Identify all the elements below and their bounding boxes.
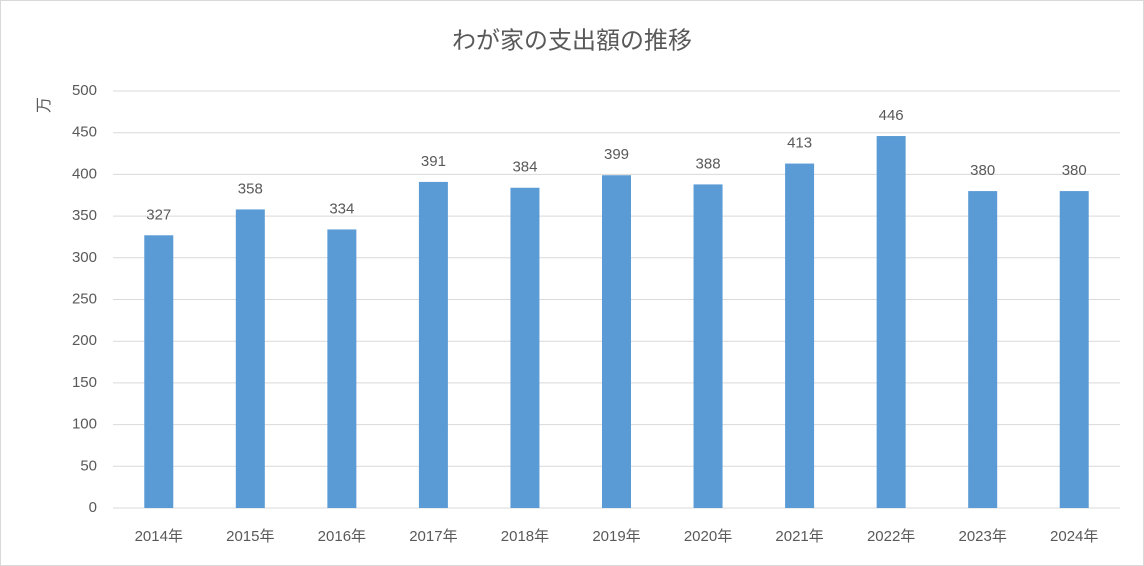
x-tick-label: 2023年 xyxy=(958,528,1006,545)
data-label: 391 xyxy=(421,153,446,170)
x-tick-label: 2016年 xyxy=(318,528,366,545)
y-tick-label: 150 xyxy=(72,374,97,391)
y-axis-label: 万 xyxy=(36,97,53,113)
x-tick-label: 2018年 xyxy=(501,528,549,545)
y-tick-label: 500 xyxy=(72,82,97,99)
bar xyxy=(144,235,174,509)
y-tick-label: 300 xyxy=(72,249,97,266)
data-label: 399 xyxy=(604,146,629,163)
data-label: 384 xyxy=(512,159,537,176)
x-tick-label: 2022年 xyxy=(867,528,915,545)
y-tick-label: 0 xyxy=(89,499,97,516)
x-tick-label: 2017年 xyxy=(409,528,457,545)
data-label: 380 xyxy=(1062,162,1087,179)
bar xyxy=(327,229,357,508)
x-tick-label: 2014年 xyxy=(135,528,183,545)
y-tick-label: 400 xyxy=(72,165,97,182)
bar xyxy=(785,163,815,509)
y-tick-label: 250 xyxy=(72,290,97,307)
data-label: 380 xyxy=(970,162,995,179)
bar xyxy=(1059,191,1089,508)
x-tick-label: 2024年 xyxy=(1050,528,1098,545)
x-tick-label: 2019年 xyxy=(592,528,640,545)
chart-title: わが家の支出額の推移 xyxy=(452,27,692,54)
y-tick-label: 350 xyxy=(72,207,97,224)
data-label: 334 xyxy=(329,200,354,217)
bar xyxy=(235,209,265,509)
y-tick-label: 100 xyxy=(72,416,97,433)
y-tick-label: 200 xyxy=(72,332,97,349)
bar xyxy=(693,184,723,508)
data-label: 327 xyxy=(146,206,171,223)
y-tick-label: 50 xyxy=(80,457,97,474)
bar xyxy=(418,181,448,508)
bar xyxy=(968,191,998,508)
data-label: 388 xyxy=(696,155,721,172)
bar xyxy=(876,136,906,508)
x-tick-label: 2015年 xyxy=(226,528,274,545)
bar xyxy=(602,175,631,508)
data-label: 413 xyxy=(787,135,812,152)
x-tick-label: 2020年 xyxy=(684,528,732,545)
data-label: 446 xyxy=(879,107,904,124)
y-tick-label: 450 xyxy=(72,124,97,141)
bar xyxy=(510,187,540,508)
data-label: 358 xyxy=(238,180,263,197)
x-tick-label: 2021年 xyxy=(775,528,823,545)
